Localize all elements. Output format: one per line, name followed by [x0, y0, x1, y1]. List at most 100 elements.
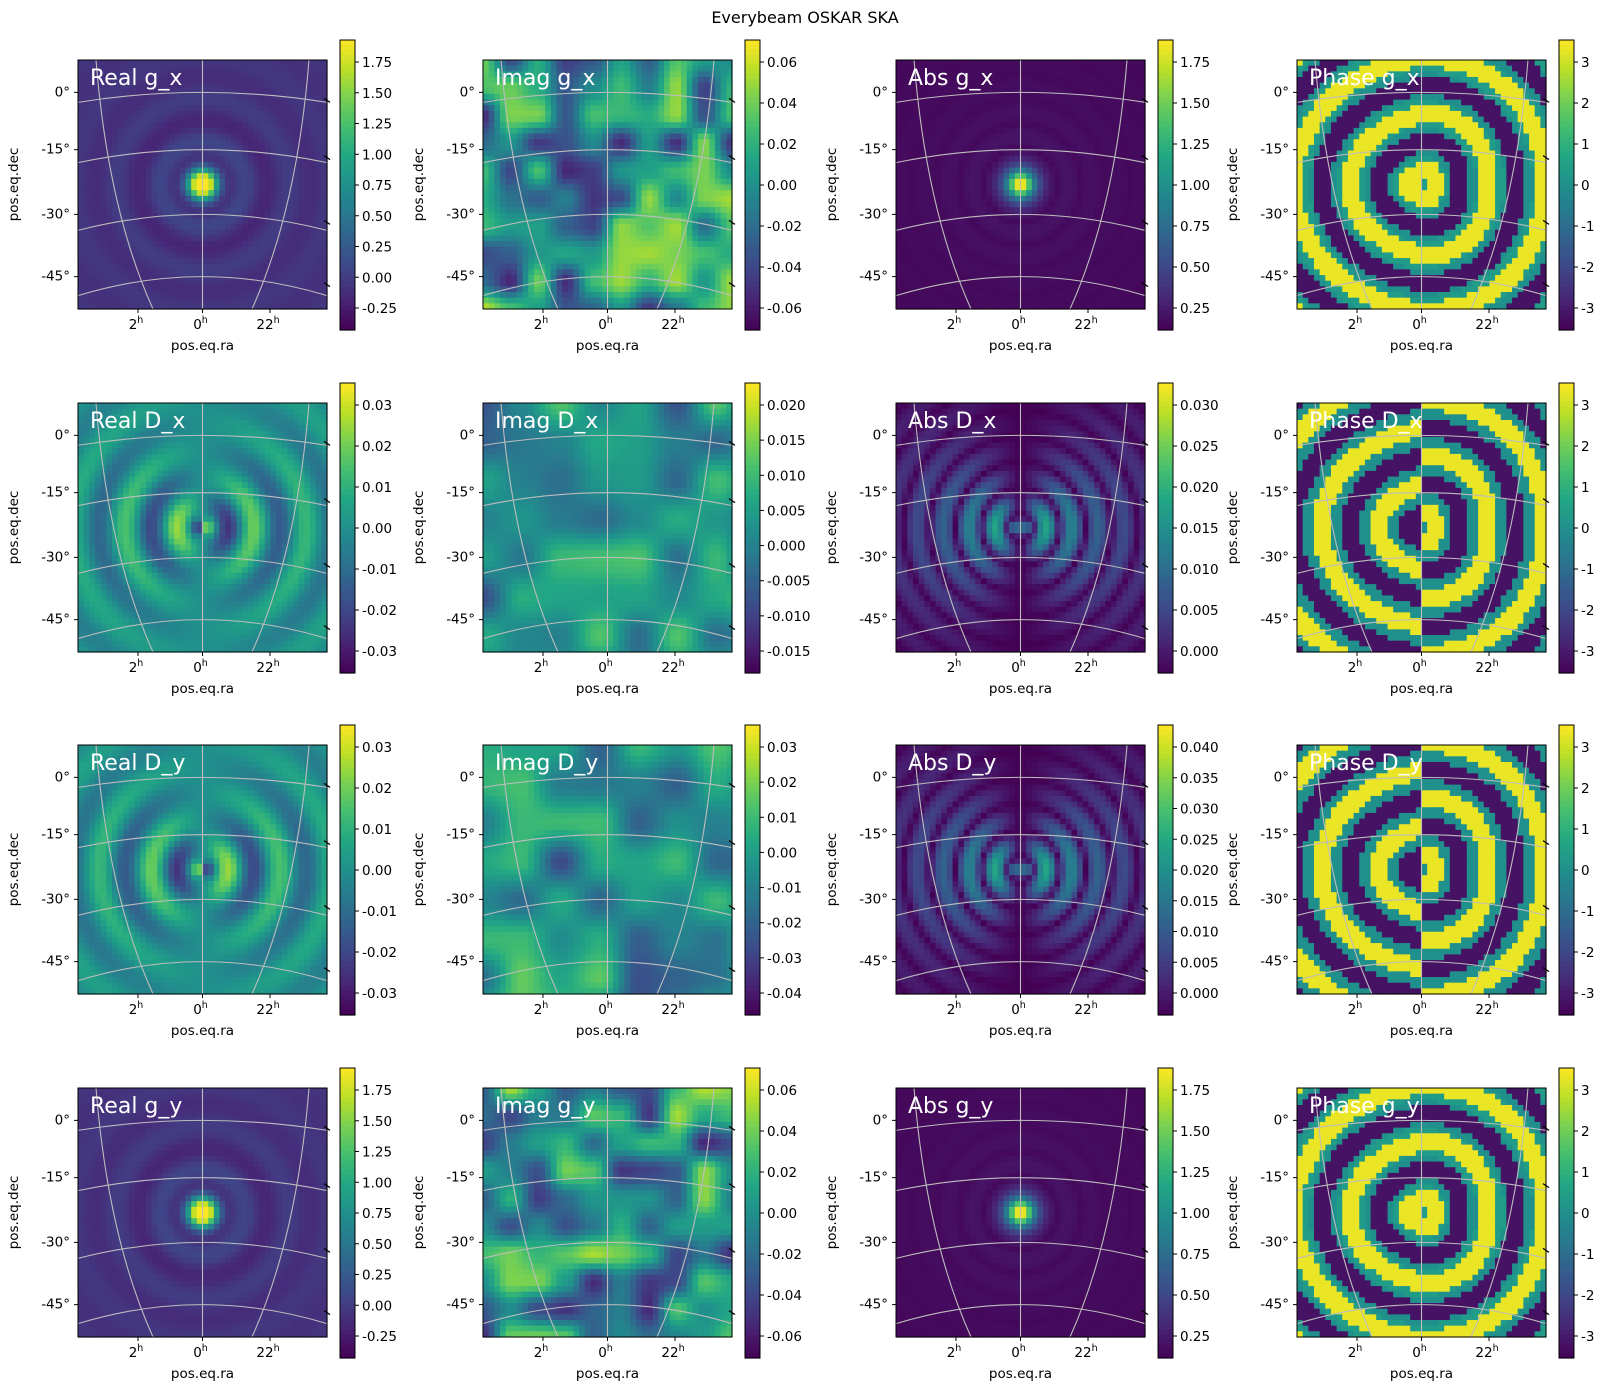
ra-tick-label: 0h [598, 658, 613, 676]
ra-tick-label: 2h [129, 1343, 144, 1361]
colorbar-tick-label: 0.00 [767, 178, 797, 194]
colorbar-tick-label: 1 [1581, 1165, 1590, 1181]
ra-tick-label: 0h [1011, 315, 1026, 333]
x-axis-label: pos.eq.ra [171, 1023, 234, 1039]
colorbar-tick-label: -0.25 [362, 301, 397, 317]
ra-tick-label: 2h [534, 658, 549, 676]
colorbar-tick-label: 1 [1581, 480, 1590, 496]
x-axis-label: pos.eq.ra [171, 338, 234, 354]
x-axis-label: pos.eq.ra [171, 1366, 234, 1382]
colorbar-tick-label: 0 [1581, 178, 1590, 194]
dec-tick-label: -15° [1260, 485, 1289, 501]
ra-tick-unit: h [1493, 1343, 1499, 1354]
colorbar-tick-label: 0.00 [362, 1298, 392, 1314]
panel-label: Imag g_y [495, 1094, 595, 1119]
colorbar-tick-label: -0.01 [362, 562, 397, 578]
heatmap-image [78, 1088, 328, 1338]
colorbar-tick-label: 0 [1581, 1206, 1590, 1222]
ra-tick-label: 22h [1074, 1000, 1097, 1018]
dec-tick-label: -15° [41, 827, 70, 843]
colorbar-tick-label: 0.035 [1180, 771, 1219, 787]
colorbar-tick-label: 1.00 [1180, 178, 1210, 194]
ra-tick-unit: h [137, 315, 143, 326]
ra-tick-label: 22h [256, 1000, 279, 1018]
x-axis-label: pos.eq.ra [1390, 681, 1453, 697]
dec-tick-label: -15° [859, 827, 888, 843]
ra-tick-label: 0h [1412, 315, 1427, 333]
panel-4: Phase g_x0°-15°-30°-45°2h 0h 22hpos.eq.rap… [1225, 39, 1594, 354]
dec-tick-label: -45° [859, 269, 888, 285]
ra-tick-unit: h [274, 1000, 280, 1011]
colorbar-tick-label: 0.025 [1180, 832, 1219, 848]
colorbar-tick-label: 0.02 [767, 1165, 797, 1181]
colorbar-tick-label: 0.01 [362, 480, 392, 496]
colorbar-tick-label: 0.50 [1180, 1288, 1210, 1304]
dec-tick-label: -15° [41, 485, 70, 501]
sky-grid [895, 402, 1146, 653]
dec-tick-label: -15° [446, 827, 475, 843]
ra-tick-unit: h [607, 1000, 613, 1011]
y-axis-label: pos.eq.dec [6, 1176, 22, 1250]
panel-label: Phase D_y [1309, 751, 1423, 776]
colorbar: 3 2 1 0 -1 -2 -3 [1558, 39, 1594, 331]
colorbar-tick-label: 0.030 [1180, 398, 1219, 414]
ra-tick-label: 2h [534, 1000, 549, 1018]
x-axis-label: pos.eq.ra [576, 1366, 639, 1382]
ra-tick-unit: h [1421, 1343, 1427, 1354]
colorbar-tick-label: 0.75 [1180, 1247, 1210, 1263]
ra-tick-label: 0h [1412, 658, 1427, 676]
colorbar: 3 2 1 0 -1 -2 -3 [1558, 382, 1594, 674]
heatmap-image [1297, 1088, 1547, 1338]
x-axis-label: pos.eq.ra [1390, 1023, 1453, 1039]
ra-tick-unit: h [274, 658, 280, 669]
ra-tick-unit: h [1020, 1000, 1026, 1011]
dec-tick-label: 0° [1274, 427, 1289, 443]
ra-tick-unit: h [542, 315, 548, 326]
heatmap-image [896, 1088, 1146, 1338]
ra-tick-label: 2h [947, 1343, 962, 1361]
panel-10: Imag D_y 0° -15° -30° -45° 2h 0h 22h pos.eq.ra po… [411, 724, 802, 1039]
colorbar-tick-label: -0.04 [767, 260, 802, 276]
panel-15: Abs g_y 0° -15° -30° -45° 2h 0h 22h pos.eq.ra pos… [824, 1067, 1210, 1382]
y-axis-label: pos.eq.dec [6, 491, 22, 565]
dec-tick-label: 0° [55, 769, 70, 785]
colorbar-tick-label: 0.04 [767, 96, 797, 112]
colorbar-tick-label: 0 [1581, 863, 1590, 879]
dec-tick-label: -30° [41, 549, 70, 565]
dec-tick-label: -15° [1260, 142, 1289, 158]
panel-label: Abs g_y [908, 1094, 993, 1119]
dec-tick-label: -45° [446, 269, 475, 285]
colorbar-tick-label: 1.25 [362, 1145, 392, 1161]
ra-tick-label: 0h [598, 1000, 613, 1018]
ra-tick-unit: h [542, 1343, 548, 1354]
colorbar-tick-label: -0.02 [362, 945, 397, 961]
ra-tick-unit: h [1493, 315, 1499, 326]
sky-grid [1296, 59, 1547, 310]
heatmap-image [483, 745, 733, 995]
ra-tick-unit: h [1092, 658, 1098, 669]
colorbar-tick-label: -0.02 [767, 1247, 802, 1263]
sky-grid [482, 402, 733, 653]
ra-tick-unit: h [1020, 1343, 1026, 1354]
colorbar-tick-label: 0.03 [362, 740, 392, 756]
ra-tick-unit: h [1421, 658, 1427, 669]
colorbar-tick-label: 0.015 [767, 433, 806, 449]
colorbar-tick-label: 0.75 [1180, 219, 1210, 235]
panel-label: Phase g_x [1309, 66, 1420, 91]
colorbar: 1.75 1.50 1.25 1.00 0.75 0.50 0.25 [1157, 1067, 1210, 1359]
colorbar: 0.040 0.035 0.030 0.025 0.020 0.015 0.010 0.005… [1157, 724, 1219, 1016]
ra-tick-unit: h [202, 1000, 208, 1011]
y-axis-label: pos.eq.dec [411, 833, 427, 907]
sky-grid [895, 1087, 1146, 1338]
sky-grid [895, 59, 1146, 310]
dec-tick-label: -45° [41, 954, 70, 970]
heatmap-image [483, 60, 733, 310]
colorbar-tick-label: -0.03 [767, 951, 802, 967]
heatmap-image [483, 1088, 733, 1338]
dec-tick-label: -30° [859, 206, 888, 222]
heatmap-image [1297, 403, 1547, 653]
ra-tick-label: 2h [947, 315, 962, 333]
colorbar-tick-label: 0.50 [362, 1237, 392, 1253]
colorbar-tick-label: 0.02 [362, 781, 392, 797]
dec-tick-label: -15° [1260, 827, 1289, 843]
